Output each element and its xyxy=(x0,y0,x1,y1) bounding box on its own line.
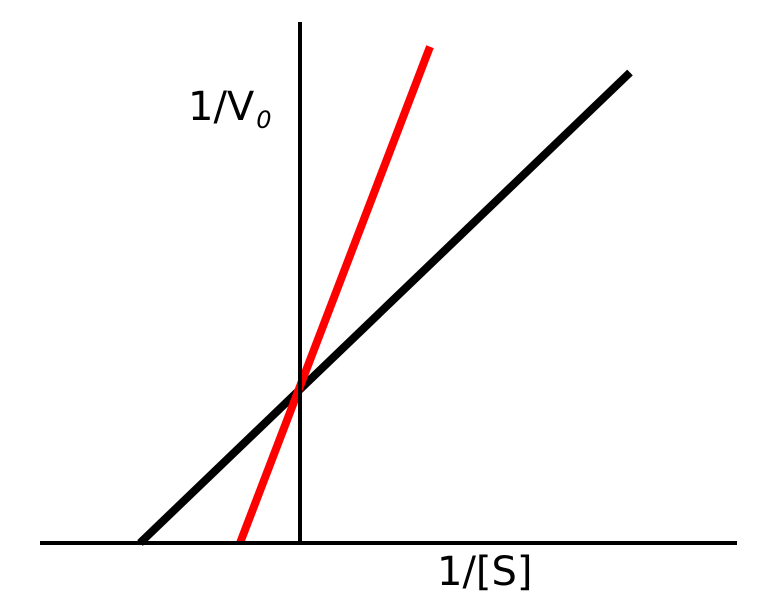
y-axis-label: 1/V0 xyxy=(188,84,272,134)
series-layer xyxy=(137,45,633,546)
series-line-2 xyxy=(236,45,434,545)
series-line-1 xyxy=(137,69,633,546)
y-axis-label-subscript: 0 xyxy=(256,106,271,134)
x-axis-label: 1/[S] xyxy=(437,549,533,595)
